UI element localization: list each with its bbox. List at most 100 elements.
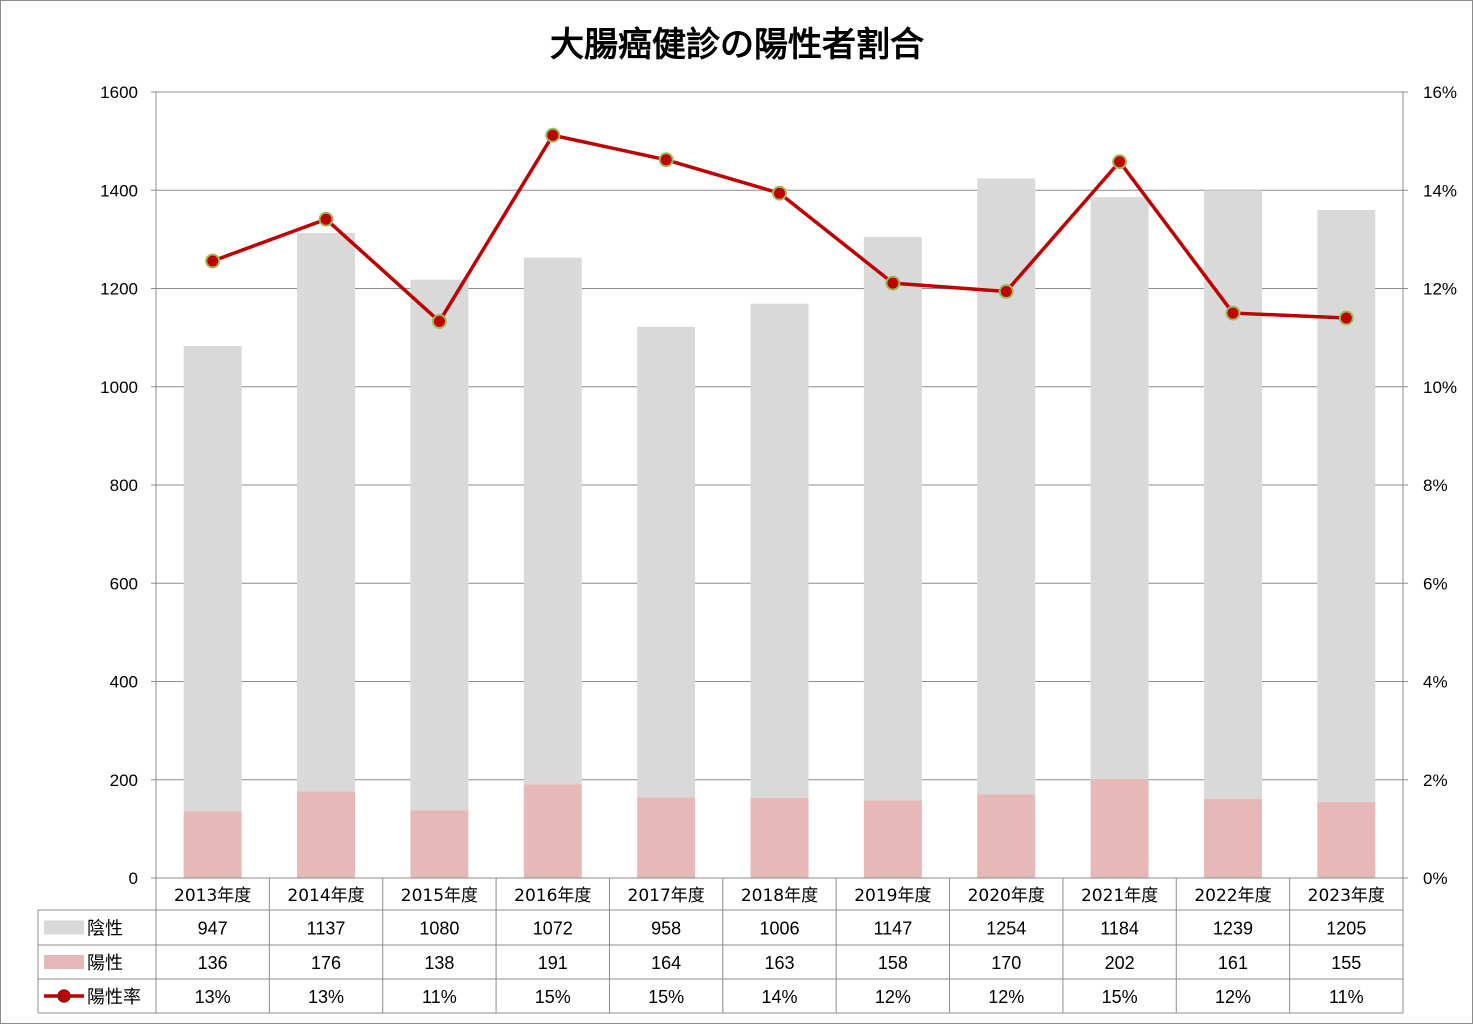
- category-label: 2014年度: [287, 886, 364, 906]
- legend-label: 陽性率: [87, 987, 141, 1008]
- bar-negative: [410, 279, 469, 811]
- category-label: 2016年度: [514, 886, 591, 906]
- y-tick-label: 1600: [100, 83, 138, 102]
- rate-point: [431, 313, 447, 329]
- bar-positive: [1317, 801, 1376, 878]
- y2-tick-label: 4%: [1423, 673, 1448, 692]
- table-cell: 1080: [419, 919, 459, 939]
- bar-negative: [1090, 197, 1149, 779]
- rate-line-path: [212, 133, 1347, 324]
- table-cell: 12%: [988, 987, 1024, 1007]
- bar-positive: [1203, 798, 1262, 878]
- table-cell: 136: [198, 953, 228, 973]
- legend-key-negative: [44, 920, 84, 935]
- y2-tick-label: 8%: [1423, 476, 1448, 495]
- table-cell: 958: [651, 919, 681, 939]
- table-cell: 155: [1331, 953, 1361, 973]
- table-cell: 11%: [1329, 987, 1364, 1007]
- y-tick-label: 800: [110, 476, 138, 495]
- bar-positive: [1090, 778, 1149, 878]
- rate-point: [658, 152, 674, 168]
- rate-point: [772, 185, 787, 201]
- table-cell: 14%: [761, 987, 797, 1007]
- table-cell: 164: [651, 953, 681, 973]
- category-label: 2022年度: [1194, 886, 1271, 906]
- table-cell: 947: [198, 919, 228, 939]
- y-tick-label: 600: [110, 574, 138, 593]
- table-cell: 1205: [1326, 919, 1366, 939]
- table-cell: 170: [991, 953, 1021, 973]
- table-cell: 138: [424, 953, 454, 973]
- legend-label: 陽性: [87, 953, 123, 974]
- legend-key-positive: [44, 955, 84, 969]
- rate-point: [1225, 305, 1241, 321]
- bar-negative: [1317, 209, 1376, 802]
- category-label: 2018年度: [741, 886, 818, 906]
- y2-tick-label: 12%: [1423, 280, 1457, 299]
- bar-positive: [750, 797, 809, 878]
- rate-point: [1338, 310, 1354, 326]
- bar-positive: [863, 800, 922, 878]
- bar-positive: [183, 811, 242, 878]
- y2-tick-label: 6%: [1423, 574, 1448, 593]
- axes: 0 200 400 600 800 1000 1200 1400 1600 0% 2% 4% 6% 8% 1…: [100, 83, 1457, 888]
- y-tick-label: 1200: [100, 280, 138, 299]
- bar-positive: [637, 797, 696, 878]
- table-cell: 163: [764, 953, 794, 973]
- y2-tick-label: 14%: [1423, 181, 1457, 200]
- table-cell: 11%: [422, 987, 457, 1007]
- category-label: 2013年度: [174, 886, 251, 906]
- bars: [183, 178, 1376, 878]
- table-cell: 13%: [195, 987, 231, 1007]
- table-cell: 1184: [1100, 919, 1139, 939]
- bar-negative: [297, 232, 356, 792]
- y-tick-label: 1000: [100, 378, 138, 397]
- category-label: 2021年度: [1081, 886, 1158, 906]
- chart-title: 大腸癌健診の陽性者割合: [550, 25, 924, 65]
- y2-tick-label: 10%: [1423, 378, 1457, 397]
- bar-negative: [637, 326, 696, 798]
- table-cell: 15%: [1102, 987, 1138, 1007]
- bar-negative: [183, 345, 242, 812]
- data-table: 2013年度 2014年度 2015年度 2016年度 2017年度 2018年度 2019…: [37, 877, 1404, 1014]
- table-cell: 176: [311, 953, 341, 973]
- y-tick-label: 400: [110, 673, 138, 692]
- y-tick-label: 200: [110, 771, 138, 790]
- bar-negative: [750, 303, 809, 798]
- bar-positive: [977, 794, 1036, 878]
- legend-key-marker: [57, 989, 71, 1003]
- rate-point: [1112, 154, 1128, 170]
- bar-positive: [523, 784, 582, 878]
- rate-point: [205, 253, 221, 269]
- table-cell: 15%: [648, 987, 684, 1007]
- table-cell: 13%: [308, 987, 344, 1007]
- table-cell: 12%: [1215, 987, 1251, 1007]
- table-cell: 161: [1218, 953, 1248, 973]
- y2-tick-label: 2%: [1423, 771, 1448, 790]
- category-label: 2015年度: [401, 886, 478, 906]
- y2-tick-label: 16%: [1423, 83, 1457, 102]
- table-cell: 1006: [759, 919, 799, 939]
- y-tick-label: 0: [129, 869, 138, 888]
- category-label: 2023年度: [1308, 886, 1385, 906]
- bar-positive: [410, 810, 469, 878]
- rate-line: [205, 127, 1354, 329]
- table-cell: 158: [878, 953, 908, 973]
- table-cell: 1239: [1213, 919, 1253, 939]
- table-cell: 15%: [535, 987, 571, 1007]
- bar-negative: [863, 236, 922, 801]
- category-label: 2017年度: [628, 886, 705, 906]
- table-cell: 1137: [307, 919, 346, 939]
- y2-tick-label: 0%: [1423, 869, 1448, 888]
- table-cell: 1072: [533, 919, 573, 939]
- category-label: 2020年度: [968, 886, 1045, 906]
- table-cell: 202: [1105, 953, 1135, 973]
- rate-point: [998, 283, 1014, 299]
- category-label: 2019年度: [854, 886, 931, 906]
- bar-negative: [523, 257, 582, 785]
- rate-point: [545, 127, 561, 143]
- table-cell: 1147: [874, 919, 913, 939]
- bar-negative: [1203, 190, 1262, 799]
